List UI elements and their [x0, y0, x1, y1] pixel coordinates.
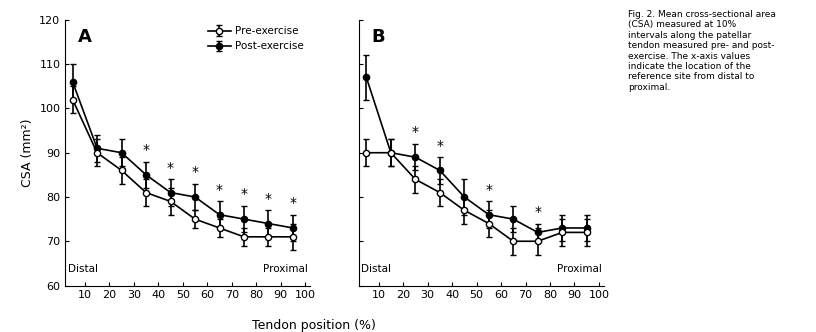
Text: *: * [265, 192, 272, 206]
Text: *: * [167, 161, 174, 175]
Legend: Pre-exercise, Post-exercise: Pre-exercise, Post-exercise [207, 25, 305, 52]
Text: *: * [290, 196, 296, 210]
Text: Fig. 2. Mean cross-sectional area
(CSA) measured at 10%
intervals along the pate: Fig. 2. Mean cross-sectional area (CSA) … [628, 10, 776, 92]
Text: *: * [216, 183, 223, 197]
Text: B: B [371, 28, 385, 46]
Text: Distal: Distal [68, 264, 98, 274]
Text: *: * [192, 165, 198, 179]
Text: Proximal: Proximal [557, 264, 601, 274]
Text: *: * [486, 183, 492, 197]
Text: Tendon position (%): Tendon position (%) [252, 319, 376, 332]
Text: Distal: Distal [361, 264, 392, 274]
Text: *: * [412, 125, 419, 139]
Text: *: * [534, 205, 541, 219]
Text: *: * [143, 143, 149, 157]
Y-axis label: CSA (mm²): CSA (mm²) [20, 119, 33, 187]
Text: *: * [437, 139, 443, 153]
Text: A: A [78, 28, 91, 46]
Text: *: * [241, 187, 247, 202]
Text: Proximal: Proximal [263, 264, 308, 274]
